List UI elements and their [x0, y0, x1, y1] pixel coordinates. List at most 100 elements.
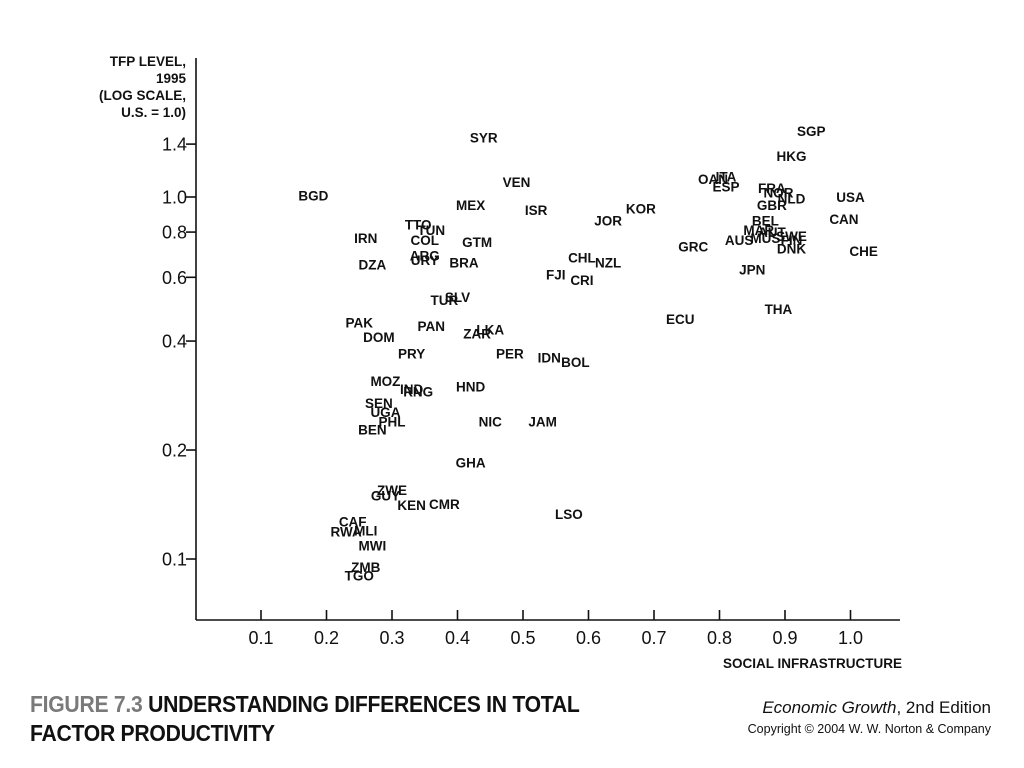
data-point-fin: FIN — [781, 233, 803, 248]
data-point-syr: SYR — [470, 131, 498, 146]
data-point-lka: LKA — [476, 323, 504, 338]
y-tick-label: 0.8 — [162, 223, 187, 243]
data-point-zmb: ZMB — [351, 560, 380, 575]
book-credit: Economic Growth, 2nd Edition Copyright ©… — [748, 698, 991, 736]
data-point-fra: FRA — [758, 181, 786, 196]
data-point-nld: NLD — [778, 192, 806, 207]
figure-title: UNDERSTANDING DIFFERENCES IN TOTAL FACTO… — [30, 691, 580, 746]
data-point-aut: AUT — [758, 225, 786, 240]
data-point-gtm: GTM — [462, 235, 492, 250]
data-point-mus: MUS — [750, 231, 780, 246]
x-tick-label: 0.9 — [772, 628, 797, 648]
y-axis-label-line: 1995 — [156, 71, 187, 86]
data-point-can: CAN — [829, 212, 858, 227]
data-point-fji: FJI — [546, 268, 566, 283]
data-point-swe: SWE — [776, 229, 807, 244]
data-point-cmr: CMR — [429, 497, 460, 512]
data-point-zwe: ZWE — [377, 483, 407, 498]
book-title: Economic Growth — [762, 698, 897, 717]
x-tick-label: 0.4 — [445, 628, 470, 648]
y-axis-label-line: U.S. = 1.0) — [121, 105, 186, 120]
book-copyright: Copyright © 2004 W. W. Norton & Company — [747, 722, 991, 736]
data-point-ita: ITA — [716, 169, 737, 184]
data-point-tgo: TGO — [345, 569, 374, 584]
data-point-tto: TTO — [405, 217, 432, 232]
data-point-arg: ARG — [410, 248, 440, 263]
data-point-bol: BOL — [561, 355, 590, 370]
data-point-ben: BEN — [358, 422, 387, 437]
data-point-hnd: HND — [456, 379, 485, 394]
y-tick-label: 0.4 — [162, 332, 187, 352]
data-point-tha: THA — [765, 302, 793, 317]
data-point-dom: DOM — [363, 330, 395, 345]
data-point-ven: VEN — [503, 175, 531, 190]
x-tick-label: 0.5 — [510, 628, 535, 648]
data-point-per: PER — [496, 346, 524, 361]
axes — [195, 58, 900, 621]
data-point-sgp: SGP — [797, 124, 826, 139]
x-tick-label: 0.6 — [576, 628, 601, 648]
data-point-phl: PHL — [379, 414, 406, 429]
data-point-dnk: DNK — [777, 242, 806, 257]
data-point-pan: PAN — [418, 319, 446, 334]
x-tick-label: 0.3 — [379, 628, 404, 648]
data-point-guy: GUY — [371, 488, 400, 503]
x-axis-label: SOCIAL INFRASTRUCTURE — [723, 656, 902, 671]
x-tick-label: 0.1 — [248, 628, 273, 648]
data-point-tur: TUR — [431, 293, 459, 308]
data-point-gha: GHA — [456, 455, 486, 470]
data-point-cri: CRI — [570, 273, 593, 288]
data-point-rng: RNG — [403, 385, 433, 400]
x-ticks: 0.1 0.2 0.3 0.4 0.5 0.6 0.7 0.8 0.9 1.0 — [248, 610, 863, 648]
data-point-idn: IDN — [538, 351, 561, 366]
y-tick-label: 0.1 — [162, 550, 187, 570]
data-point-mwi: MWI — [358, 538, 386, 553]
data-point-col: COL — [411, 233, 440, 248]
data-point-jam: JAM — [528, 414, 557, 429]
data-point-pry: PRY — [398, 346, 425, 361]
data-point-ken: KEN — [397, 498, 426, 513]
data-point-sen: SEN — [365, 396, 393, 411]
x-tick-label: 1.0 — [838, 628, 863, 648]
y-tick-label: 1.4 — [162, 135, 187, 155]
data-point-nic: NIC — [479, 414, 503, 429]
data-point-slv: SLV — [445, 290, 470, 305]
data-point-mar: MAR — [743, 223, 774, 238]
data-point-irn: IRN — [354, 231, 377, 246]
data-point-mli: MLI — [354, 523, 377, 538]
y-axis-label: TFP LEVEL, 1995 (LOG SCALE, U.S. = 1.0) — [99, 54, 186, 120]
data-point-mex: MEX — [456, 198, 485, 213]
data-point-ind: IND — [400, 382, 424, 397]
book-title-line: Economic Growth, 2nd Edition — [748, 698, 991, 718]
data-point-bra: BRA — [449, 255, 478, 270]
figure-number: FIGURE 7.3 — [30, 691, 143, 717]
data-point-grc: GRC — [678, 239, 708, 254]
data-point-ecu: ECU — [666, 312, 695, 327]
y-ticks: 0.1 0.2 0.4 0.6 0.8 1.0 1.4 — [162, 135, 196, 570]
data-point-zar: ZAR — [463, 326, 491, 341]
book-edition: , 2nd Edition — [896, 698, 991, 717]
data-point-rwa: RWA — [331, 525, 363, 540]
data-point-bel: BEL — [752, 214, 779, 229]
data-point-usa: USA — [836, 190, 865, 205]
data-point-aus: AUS — [725, 233, 754, 248]
x-tick-label: 0.8 — [707, 628, 732, 648]
data-point-isr: ISR — [525, 203, 548, 218]
data-point-lso: LSO — [555, 507, 583, 522]
data-point-dza: DZA — [358, 258, 386, 273]
y-axis-label-line: TFP LEVEL, — [110, 54, 186, 69]
data-point-nzl: NZL — [595, 255, 621, 270]
data-point-hkg: HKG — [777, 149, 807, 164]
data-point-pak: PAK — [345, 316, 373, 331]
data-point-ury: URY — [411, 253, 439, 268]
y-tick-label: 0.6 — [162, 268, 187, 288]
y-axis-label-line: (LOG SCALE, — [99, 88, 186, 103]
x-tick-label: 0.2 — [314, 628, 339, 648]
data-point-jpn: JPN — [739, 263, 765, 278]
data-point-kor: KOR — [626, 201, 656, 216]
data-point-uga: UGA — [370, 405, 400, 420]
x-tick-label: 0.7 — [641, 628, 666, 648]
data-point-jor: JOR — [594, 214, 622, 229]
